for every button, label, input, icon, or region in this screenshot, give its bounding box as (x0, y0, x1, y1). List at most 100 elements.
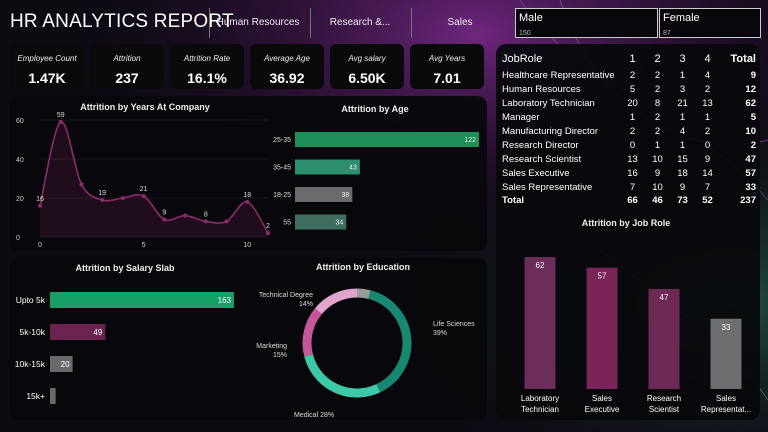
row-label: Research Director (502, 139, 579, 151)
table-cell: 57 (745, 167, 756, 179)
table-cell: 5 (629, 84, 636, 96)
jobrole-chart-title: Attrition by Job Role (581, 218, 671, 228)
data-label: 19 (98, 190, 106, 197)
data-point (58, 119, 63, 124)
table-row: Sales Executive 16 9 18 14 57 (502, 166, 760, 180)
bar (295, 214, 347, 230)
table-row: Research Director 0 1 1 0 2 (502, 138, 760, 152)
table-row: Manager 1 2 1 1 5 (502, 111, 760, 125)
male-label: Male (519, 12, 543, 24)
slice-label: 15% (273, 352, 287, 359)
table-cell: 0 (629, 139, 636, 151)
female-value: 87 (663, 30, 671, 37)
age-bar-chart: 25-35 122 35-45 43 18-25 38 55 34 (273, 132, 479, 230)
bar (50, 356, 73, 372)
category-label: Executive (585, 405, 620, 414)
table-cell: 237 (740, 195, 756, 207)
y-tick-label: 40 (16, 157, 24, 164)
kpi-label: Avg salary (348, 54, 386, 63)
table-cell: 3 (679, 53, 686, 65)
table-cell: 2 (704, 126, 711, 137)
table-cell: 5 (750, 112, 756, 124)
table-cell: 46 (652, 195, 663, 207)
data-label: 49 (93, 328, 102, 337)
slice-label: 39% (433, 330, 447, 337)
x-tick-label: 0 (38, 242, 42, 249)
kpi-attrition-rate: Attrition Rate 16.1% (170, 44, 244, 89)
data-point (100, 197, 105, 202)
table-cell: 13 (702, 98, 713, 110)
table-cell: Total (730, 53, 756, 65)
row-label: Manager (502, 112, 540, 124)
table-row: JobRole 1 2 3 4 Total (502, 49, 760, 69)
row-label: Total (502, 195, 524, 207)
data-label: 62 (536, 261, 545, 270)
kpi-average-age: Average Age 36.92 (250, 44, 324, 89)
data-label: 59 (57, 112, 65, 119)
kpi-label: Average Age (264, 54, 310, 63)
table-cell: 16 (627, 167, 638, 179)
table-cell: 8 (654, 98, 661, 110)
table-cell: 4 (704, 53, 711, 65)
jobrole-bar-chart: 62 Laboratory Technician 57 Sales Executive 47… (521, 257, 751, 414)
category-label: 15k+ (26, 391, 45, 401)
row-label: Manufacturing Director (502, 126, 599, 137)
data-label: 2 (266, 223, 270, 230)
category-label: Sales (592, 394, 612, 403)
data-label: 43 (349, 165, 357, 172)
bar (295, 187, 353, 202)
tab-sales[interactable]: Sales (447, 17, 473, 28)
row-label: Sales Executive (502, 167, 570, 179)
education-chart-title: Attrition by Education (316, 262, 410, 272)
bar (524, 257, 556, 389)
x-tick-label: 5 (142, 242, 146, 249)
data-point (183, 213, 188, 218)
row-label: Research Scientist (502, 153, 582, 165)
data-label: 122 (464, 137, 476, 144)
kpi-attrition: Attrition 237 (90, 44, 164, 89)
table-row: Research Scientist 13 10 15 9 47 (502, 152, 760, 166)
data-label: 9 (162, 209, 166, 216)
kpi-label: Attrition Rate (183, 54, 231, 63)
kpi-value: 1.47K (28, 70, 66, 86)
category-label: Upto 5k (16, 295, 46, 305)
table-cell: 73 (677, 195, 688, 207)
table-cell: 1 (679, 112, 686, 124)
tab-human-resources[interactable]: Human Resources (216, 17, 300, 28)
kpi-value: 7.01 (433, 70, 461, 86)
table-cell: 7 (704, 181, 711, 193)
table-cell: 10 (652, 181, 663, 193)
y-tick-label: 0 (16, 235, 20, 242)
category-label: Laboratory (521, 394, 559, 403)
row-label: Laboratory Technician (502, 98, 595, 110)
male-value: 150 (519, 30, 531, 37)
table-cell: 2 (750, 139, 756, 151)
kpi-employee-count: Employee Count 1.47K (10, 44, 84, 89)
kpi-value: 36.92 (269, 70, 305, 86)
table-row: Healthcare Representative 2 2 1 4 9 (502, 69, 760, 83)
row-label: JobRole (502, 53, 543, 65)
table-cell: 13 (627, 153, 638, 165)
table-cell: 0 (704, 139, 711, 151)
page-title: HR ANALYTICS REPORT (10, 11, 234, 32)
data-point (266, 231, 270, 236)
tab-research[interactable]: Research &... (329, 17, 391, 28)
table-cell: 7 (629, 181, 636, 193)
tab-divider (209, 8, 210, 38)
table-cell: 1 (629, 112, 636, 124)
kpi-value: 237 (115, 70, 139, 86)
table-cell: 9 (679, 181, 686, 193)
kpi-avg-salary: Avg salary 6.50K (330, 44, 404, 89)
slice-label: 14% (299, 301, 313, 308)
data-point (38, 203, 42, 208)
table-cell: 2 (629, 126, 636, 137)
data-point (224, 219, 229, 224)
kpi-label: Attrition (113, 54, 141, 63)
table-cell: 2 (654, 84, 661, 96)
table-cell: 20 (627, 98, 638, 110)
row-label: Healthcare Representative (502, 70, 615, 82)
row-label: Human Resources (502, 84, 581, 96)
female-label: Female (663, 12, 700, 24)
years-chart-title: Attrition by Years At Company (80, 102, 210, 112)
